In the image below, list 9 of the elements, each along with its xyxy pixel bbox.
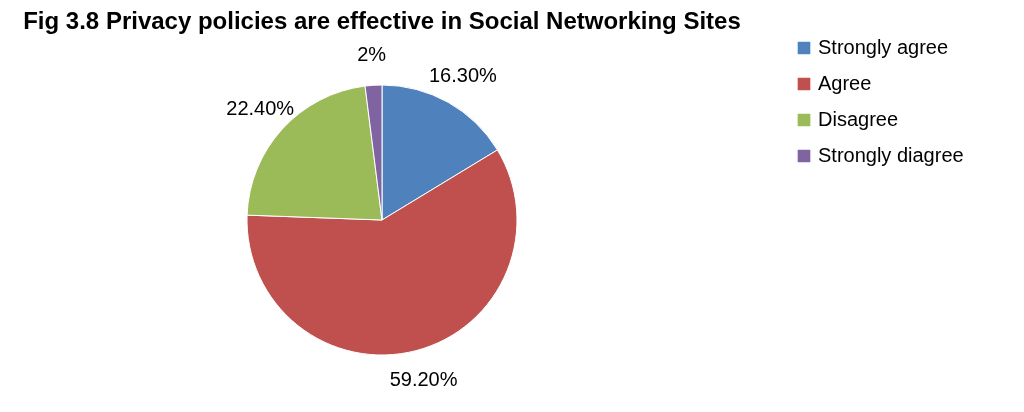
legend-label: Strongly diagree [818, 144, 964, 166]
legend-label: Agree [818, 72, 872, 94]
data-label: 2% [357, 43, 387, 66]
chart-title: Fig 3.8 Privacy policies are effective in Social Networking Sites [23, 7, 741, 34]
data-label: 16.30% [429, 64, 498, 87]
legend-label: Strongly agree [818, 36, 949, 58]
legend-label: Disagree [818, 108, 899, 130]
data-label: 59.20% [389, 367, 458, 390]
data-label: 22.40% [226, 96, 295, 119]
